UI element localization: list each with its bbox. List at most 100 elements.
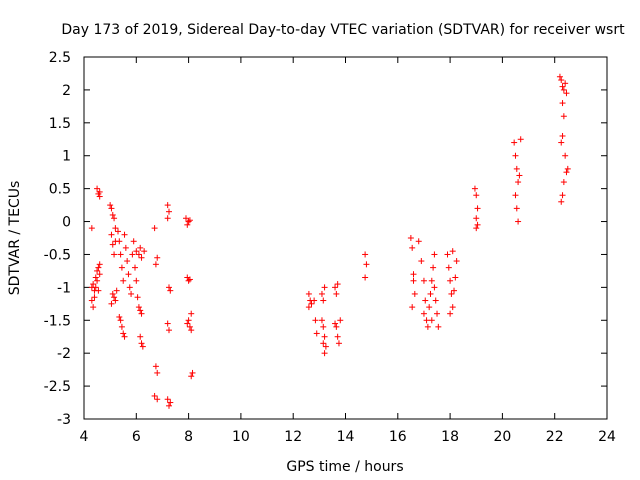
- data-point: [185, 218, 192, 225]
- data-point: [111, 215, 118, 222]
- x-tick-label: 14: [337, 429, 355, 445]
- y-tick-label: -1.5: [44, 313, 71, 329]
- data-point: [154, 396, 161, 403]
- data-point: [427, 290, 434, 297]
- data-point: [335, 340, 342, 347]
- plot-frame: [83, 56, 608, 420]
- data-point: [137, 333, 144, 340]
- data-point: [109, 241, 116, 248]
- data-point: [559, 192, 566, 199]
- data-point: [112, 297, 119, 304]
- y-tick-label: 0: [62, 215, 71, 231]
- data-point: [95, 287, 102, 294]
- data-point: [318, 290, 325, 297]
- data-point: [88, 225, 95, 232]
- data-point: [563, 169, 570, 176]
- data-point: [121, 231, 128, 238]
- y-axis-label: SDTVAR / TECUs: [7, 181, 23, 296]
- data-point: [563, 90, 570, 97]
- data-point: [188, 373, 195, 380]
- data-point: [559, 100, 566, 107]
- y-tick-label: -3: [57, 412, 71, 428]
- data-point: [420, 310, 427, 317]
- y-tick-label: 1.5: [49, 116, 71, 132]
- x-tick-label: 16: [389, 429, 407, 445]
- data-point: [512, 192, 519, 199]
- data-point: [186, 217, 193, 224]
- data-point: [444, 251, 451, 258]
- y-tick-label: 1: [62, 149, 71, 165]
- data-point: [121, 333, 128, 340]
- data-point: [111, 251, 118, 258]
- data-point: [337, 317, 344, 324]
- data-point: [131, 264, 138, 271]
- data-point: [137, 307, 144, 314]
- data-point: [164, 396, 171, 403]
- data-point: [135, 304, 142, 311]
- x-tick-label: 20: [493, 429, 511, 445]
- data-point: [321, 284, 328, 291]
- data-point: [449, 304, 456, 311]
- data-point: [108, 205, 115, 212]
- data-point: [124, 258, 131, 265]
- data-point: [556, 73, 563, 80]
- chart-title: Day 173 of 2019, Sidereal Day-to-day VTE…: [61, 22, 625, 38]
- data-point: [322, 343, 329, 350]
- data-point: [435, 323, 442, 330]
- data-point: [94, 267, 101, 274]
- data-point: [311, 297, 318, 304]
- data-point: [185, 277, 192, 284]
- y-tick-label: -2: [57, 346, 71, 362]
- data-point: [473, 225, 480, 232]
- data-point: [137, 244, 144, 251]
- x-tick-label: 12: [284, 429, 302, 445]
- data-point: [473, 192, 480, 199]
- data-point: [418, 258, 425, 265]
- data-point: [449, 248, 456, 255]
- data-point: [92, 284, 99, 291]
- data-point: [428, 317, 435, 324]
- data-point: [120, 277, 127, 284]
- x-tick-label: 8: [184, 429, 193, 445]
- data-point: [188, 310, 195, 317]
- x-axis-label: GPS time / hours: [286, 459, 403, 475]
- data-point: [182, 215, 189, 222]
- data-point: [141, 248, 148, 255]
- data-point: [333, 290, 340, 297]
- data-point: [426, 304, 433, 311]
- data-point: [516, 172, 523, 179]
- data-point: [151, 225, 158, 232]
- data-point: [333, 323, 340, 330]
- x-tick-label: 4: [80, 429, 89, 445]
- data-point: [96, 193, 103, 200]
- data-point: [95, 264, 102, 271]
- data-point: [165, 284, 172, 291]
- data-point: [452, 274, 459, 281]
- data-point: [126, 284, 133, 291]
- data-point: [428, 277, 435, 284]
- data-point: [189, 369, 196, 376]
- data-point: [409, 244, 416, 251]
- data-point: [134, 294, 141, 301]
- data-point: [188, 327, 195, 334]
- data-point: [451, 287, 458, 294]
- data-point: [118, 323, 125, 330]
- data-point: [122, 244, 129, 251]
- data-point: [424, 323, 431, 330]
- data-point: [125, 271, 132, 278]
- data-point: [186, 323, 193, 330]
- data-point: [473, 215, 480, 222]
- data-point: [117, 317, 124, 324]
- data-point: [562, 152, 569, 159]
- data-point: [511, 139, 518, 146]
- y-tick-label: 2: [62, 83, 71, 99]
- data-point: [431, 251, 438, 258]
- data-point: [564, 165, 571, 172]
- data-point: [111, 294, 118, 301]
- data-point: [363, 261, 370, 268]
- data-point: [321, 350, 328, 357]
- data-point: [562, 80, 569, 87]
- data-point: [513, 165, 520, 172]
- data-point: [96, 271, 103, 278]
